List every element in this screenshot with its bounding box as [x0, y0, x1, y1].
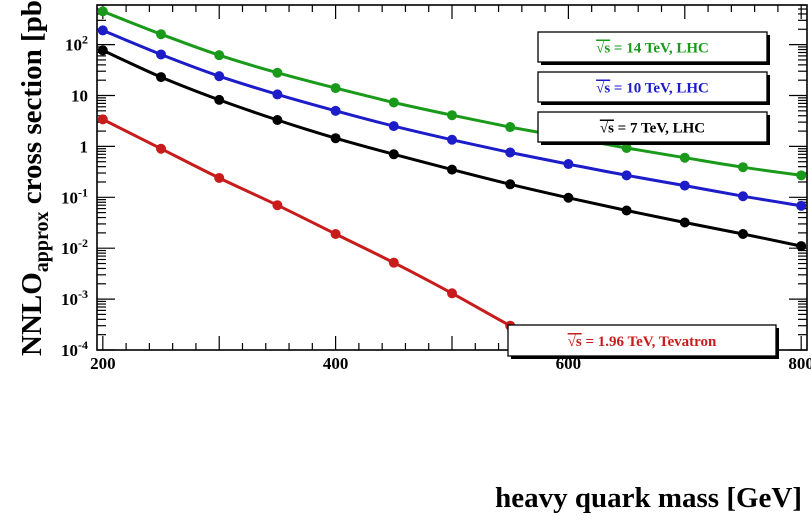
data-point — [214, 50, 225, 61]
legend-label: √s = 10 TeV, LHC — [596, 81, 709, 97]
data-point — [97, 45, 108, 56]
series-layer — [97, 6, 807, 352]
data-point — [737, 229, 748, 240]
y-tick-label: 10 — [71, 87, 88, 106]
series — [97, 45, 807, 252]
y-axis-title-rest: cross section [pb] — [16, 0, 48, 211]
data-point — [563, 192, 574, 203]
y-tick-label: 10-1 — [61, 185, 88, 207]
x-tick-label: 200 — [90, 354, 116, 373]
data-point — [214, 94, 225, 105]
data-point — [679, 152, 690, 163]
data-point — [330, 105, 341, 116]
x-tick-label: 400 — [323, 354, 349, 373]
data-point — [156, 143, 167, 154]
data-point — [679, 217, 690, 228]
data-point — [621, 205, 632, 216]
data-point — [796, 241, 807, 252]
data-point — [272, 115, 283, 126]
data-point — [447, 164, 457, 175]
data-point — [447, 134, 457, 145]
legend: √s = 14 TeV, LHC √s = 10 TeV, LHC √s = 7 T… — [507, 31, 779, 359]
data-point — [156, 72, 167, 83]
series-line — [102, 118, 558, 352]
data-point — [737, 162, 748, 173]
data-point — [679, 180, 690, 191]
legend-entry: √s = 7 TeV, LHC — [537, 111, 770, 145]
legend-entry: √s = 10 TeV, LHC — [537, 71, 770, 105]
legend-label: √s = 7 TeV, LHC — [600, 121, 705, 137]
y-axis-title: NNLOapprox cross section [pb] — [16, 0, 53, 356]
data-point — [156, 49, 167, 60]
data-point — [97, 114, 108, 125]
y-axis-title-sub: approx — [31, 211, 53, 272]
data-point — [272, 67, 283, 78]
data-point — [563, 159, 574, 170]
y-axis-title-main: NNLO — [16, 272, 48, 356]
data-point — [388, 149, 399, 160]
data-point — [447, 288, 457, 299]
y-tick-label: 10-2 — [61, 236, 88, 258]
data-point — [214, 71, 225, 82]
x-axis-title: heavy quark mass [GeV] — [495, 482, 802, 514]
data-point — [505, 179, 516, 190]
legend-box — [537, 31, 768, 63]
data-point — [330, 133, 341, 144]
data-point — [388, 121, 399, 132]
data-point — [330, 83, 341, 94]
data-point — [447, 110, 457, 121]
legend-label: √s = 1.96 TeV, Tevatron — [568, 334, 717, 350]
data-point — [505, 122, 516, 133]
y-tick-label: 10-4 — [61, 338, 88, 360]
data-point — [621, 170, 632, 181]
legend-box — [537, 111, 768, 143]
data-point — [388, 257, 399, 268]
data-point — [388, 97, 399, 108]
legend-label: √s = 14 TeV, LHC — [596, 41, 709, 57]
y-tick-label: 1 — [80, 137, 89, 156]
data-point — [97, 6, 108, 17]
legend-box — [507, 324, 777, 357]
data-point — [737, 191, 748, 202]
series — [97, 25, 807, 211]
data-point — [505, 147, 516, 158]
data-point — [621, 143, 632, 154]
x-tick-label: 800 — [788, 354, 811, 373]
data-point — [272, 89, 283, 100]
data-point — [156, 29, 167, 40]
data-point — [272, 200, 283, 211]
data-point — [214, 172, 225, 183]
data-point — [97, 25, 108, 36]
data-point — [330, 229, 341, 240]
data-point — [796, 200, 807, 211]
legend-box — [537, 71, 768, 103]
y-tick-label: 102 — [65, 33, 88, 55]
legend-entry: √s = 1.96 TeV, Tevatron — [507, 324, 779, 359]
legend-entry: √s = 14 TeV, LHC — [537, 31, 770, 65]
series — [97, 114, 558, 352]
y-tick-label: 10-3 — [61, 287, 88, 309]
data-point — [796, 170, 807, 181]
